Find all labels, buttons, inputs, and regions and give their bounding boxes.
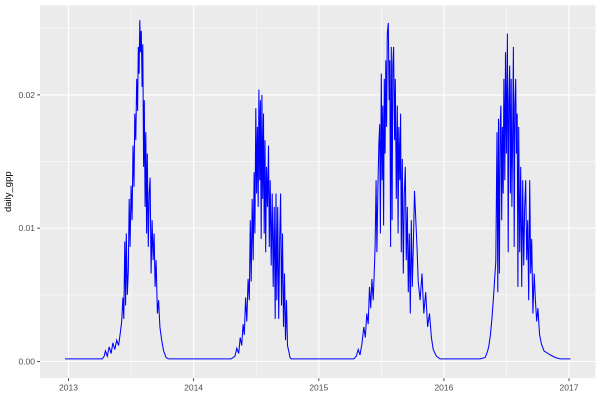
grid-layer [40, 5, 596, 379]
data-layer [65, 20, 571, 360]
x-tick-label: 2014 [184, 383, 203, 393]
axis-layer: 2013 2014 2015 2016 2017 0.00 0.01 0.02 [18, 90, 578, 393]
x-tick-label: 2013 [59, 383, 78, 393]
x-tick-label: 2016 [434, 383, 453, 393]
y-tick-label: 0.02 [18, 90, 35, 100]
y-axis-title: daily_gpp [3, 171, 14, 212]
y-tick-label: 0.00 [18, 357, 35, 367]
x-tick-label: 2015 [309, 383, 328, 393]
y-tick-label: 0.01 [18, 223, 35, 233]
data-line-daily_gpp [65, 20, 571, 360]
x-tick-label: 2017 [560, 383, 579, 393]
